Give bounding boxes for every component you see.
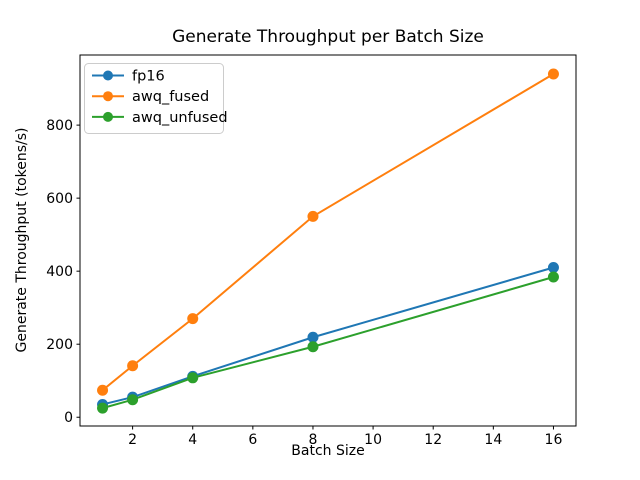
x-tick-label: 16 xyxy=(545,432,563,448)
series-fp16-marker xyxy=(307,331,319,343)
legend-marker-awq_fused xyxy=(103,91,113,102)
series-awq_unfused-marker xyxy=(307,341,319,353)
series-awq_fused-marker xyxy=(97,384,109,396)
series-awq_unfused-marker xyxy=(127,394,139,406)
x-tick-label: 6 xyxy=(248,432,257,448)
x-tick-label: 10 xyxy=(364,432,382,448)
y-tick-label: 0 xyxy=(64,410,73,426)
series-awq_unfused-marker xyxy=(187,372,199,384)
x-axis-label: Batch Size xyxy=(291,443,365,459)
y-tick-label: 600 xyxy=(46,191,73,207)
y-tick-label: 800 xyxy=(46,118,73,134)
series-awq_fused-marker xyxy=(547,68,559,80)
x-tick-label: 2 xyxy=(128,432,137,448)
y-tick-label: 200 xyxy=(46,337,73,353)
legend-label-awq_fused: awq_fused xyxy=(132,89,209,105)
series-awq_unfused-line xyxy=(102,276,554,410)
x-tick-label: 12 xyxy=(424,432,442,448)
x-tick-label: 8 xyxy=(309,432,318,448)
series-awq_unfused-marker xyxy=(547,271,559,283)
series-awq_fused-marker xyxy=(307,210,319,222)
x-tick-label: 14 xyxy=(484,432,502,448)
y-tick-label: 400 xyxy=(46,264,73,280)
series-awq_fused-marker xyxy=(127,360,139,372)
legend-label-awq_unfused: awq_unfused xyxy=(132,110,228,126)
legend-marker-fp16 xyxy=(103,70,113,81)
legend-label-fp16: fp16 xyxy=(132,69,165,85)
series-awq_unfused-marker xyxy=(97,402,109,414)
legend-marker-awq_unfused xyxy=(103,111,113,122)
chart-title: Generate Throughput per Batch Size xyxy=(172,27,484,47)
series-fp16-marker xyxy=(547,262,559,274)
plot-frame xyxy=(79,54,577,427)
x-tick-label: 4 xyxy=(188,432,197,448)
series-awq_fused-marker xyxy=(187,313,199,325)
